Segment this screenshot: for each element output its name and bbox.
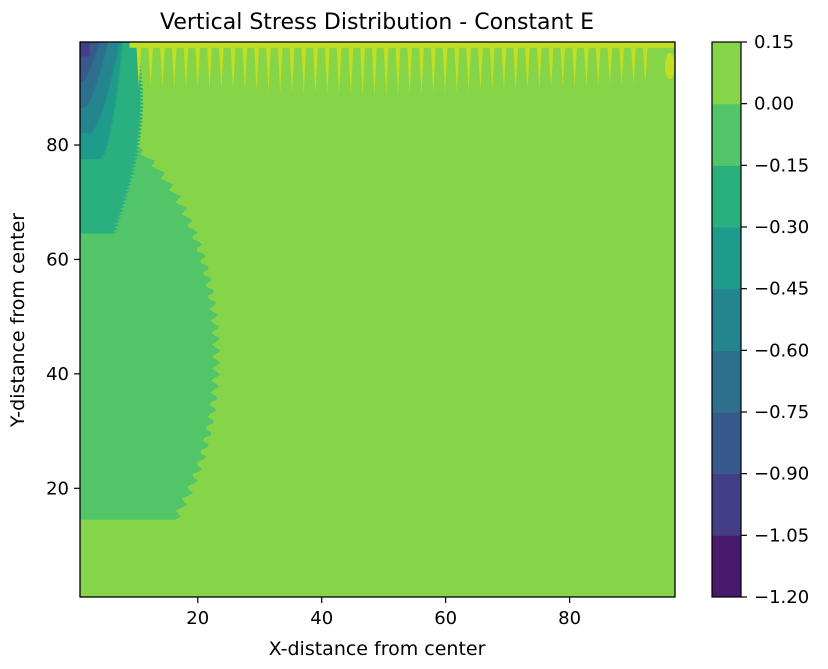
colorbar-band xyxy=(712,42,741,105)
x-tick-label: 60 xyxy=(434,608,457,629)
positive-spike xyxy=(171,47,177,88)
positive-spike xyxy=(395,47,401,95)
colorbar-tick-label: −0.30 xyxy=(754,217,809,238)
colorbar-tick-label: 0.00 xyxy=(754,94,794,115)
positive-spike xyxy=(501,47,507,91)
colorbar-band xyxy=(712,103,741,166)
positive-spike xyxy=(525,47,530,90)
positive-spike xyxy=(478,47,483,92)
colorbar: −1.20 −1.05 −0.90 −0.75 −0.60 −0.45 −0.30 −0.15… xyxy=(711,32,809,608)
positive-spike xyxy=(454,47,460,93)
colorbar-tick-label: −0.45 xyxy=(754,279,809,300)
positive-spike xyxy=(548,47,554,89)
positive-spike xyxy=(336,47,342,96)
y-axis-label: Y-distance from center xyxy=(7,213,29,428)
positive-spike xyxy=(442,47,448,93)
positive-spike xyxy=(360,47,365,97)
positive-spike xyxy=(160,47,165,88)
positive-spike xyxy=(383,47,389,96)
y-tick-label: 80 xyxy=(46,135,69,156)
positive-spike xyxy=(631,47,636,85)
positive-spike xyxy=(266,47,271,92)
colorbar-band xyxy=(712,412,741,475)
positive-spike xyxy=(218,47,224,90)
colorbar-band xyxy=(712,227,741,290)
positive-spike xyxy=(466,47,471,92)
y-tick-label: 40 xyxy=(46,364,69,385)
chart-title: Vertical Stress Distribution - Constant … xyxy=(160,10,594,35)
contour-band-positive-spikes xyxy=(129,42,675,97)
colorbar-band xyxy=(712,535,741,598)
colorbar-band xyxy=(712,288,741,351)
positive-spike xyxy=(407,47,413,95)
positive-spike xyxy=(642,47,648,84)
positive-spike xyxy=(584,47,589,87)
positive-spike xyxy=(430,47,436,94)
positive-edge-blob xyxy=(665,53,675,80)
x-tick-label: 20 xyxy=(186,608,209,629)
y-axis: 20 40 60 80 xyxy=(46,135,80,499)
x-tick-label: 40 xyxy=(310,608,333,629)
colorbar-tick-label: 0.15 xyxy=(754,32,794,53)
positive-spike xyxy=(595,47,601,87)
x-tick-label: 80 xyxy=(558,608,581,629)
positive-spike xyxy=(536,47,542,89)
y-tick-label: 60 xyxy=(46,249,69,270)
positive-spike xyxy=(419,47,424,94)
positive-spike xyxy=(607,47,613,86)
positive-spike xyxy=(277,47,283,93)
positive-spike xyxy=(207,47,212,90)
positive-spike xyxy=(183,47,189,89)
positive-spike xyxy=(289,47,295,94)
colorbar-band xyxy=(712,350,741,413)
positive-spike xyxy=(572,47,577,88)
positive-spike xyxy=(324,47,330,95)
colorbar-tick-label: −0.90 xyxy=(754,464,809,485)
colorbar-tick-label: −1.05 xyxy=(754,525,809,546)
positive-spike xyxy=(372,47,377,97)
plot-area xyxy=(80,42,675,597)
positive-spike xyxy=(148,47,154,87)
y-tick-label: 20 xyxy=(46,478,69,499)
positive-spike xyxy=(513,47,519,90)
positive-spike xyxy=(560,47,566,88)
positive-spike xyxy=(301,47,307,94)
positive-spike xyxy=(619,47,625,86)
colorbar-band xyxy=(712,165,741,228)
colorbar-band xyxy=(712,473,741,536)
colorbar-tick-label: −1.20 xyxy=(754,587,809,608)
positive-spike xyxy=(195,47,201,89)
positive-spike xyxy=(136,47,142,87)
positive-spike xyxy=(348,47,354,96)
positive-spike xyxy=(242,47,248,91)
x-axis: 20 40 60 80 xyxy=(186,597,581,629)
colorbar-tick-label: −0.15 xyxy=(754,155,809,176)
colorbar-frame xyxy=(711,41,742,598)
top-edge-band xyxy=(129,42,675,48)
positive-spike xyxy=(254,47,259,92)
colorbar-tick-label: −0.60 xyxy=(754,340,809,361)
positive-spike xyxy=(313,47,318,95)
contour-band-minus-1.20 xyxy=(80,42,91,57)
x-axis-label: X-distance from center xyxy=(269,638,486,660)
colorbar-tick-label: −0.75 xyxy=(754,402,809,423)
positive-spike xyxy=(230,47,236,91)
positive-spike xyxy=(489,47,495,91)
plot-frame xyxy=(79,41,676,598)
